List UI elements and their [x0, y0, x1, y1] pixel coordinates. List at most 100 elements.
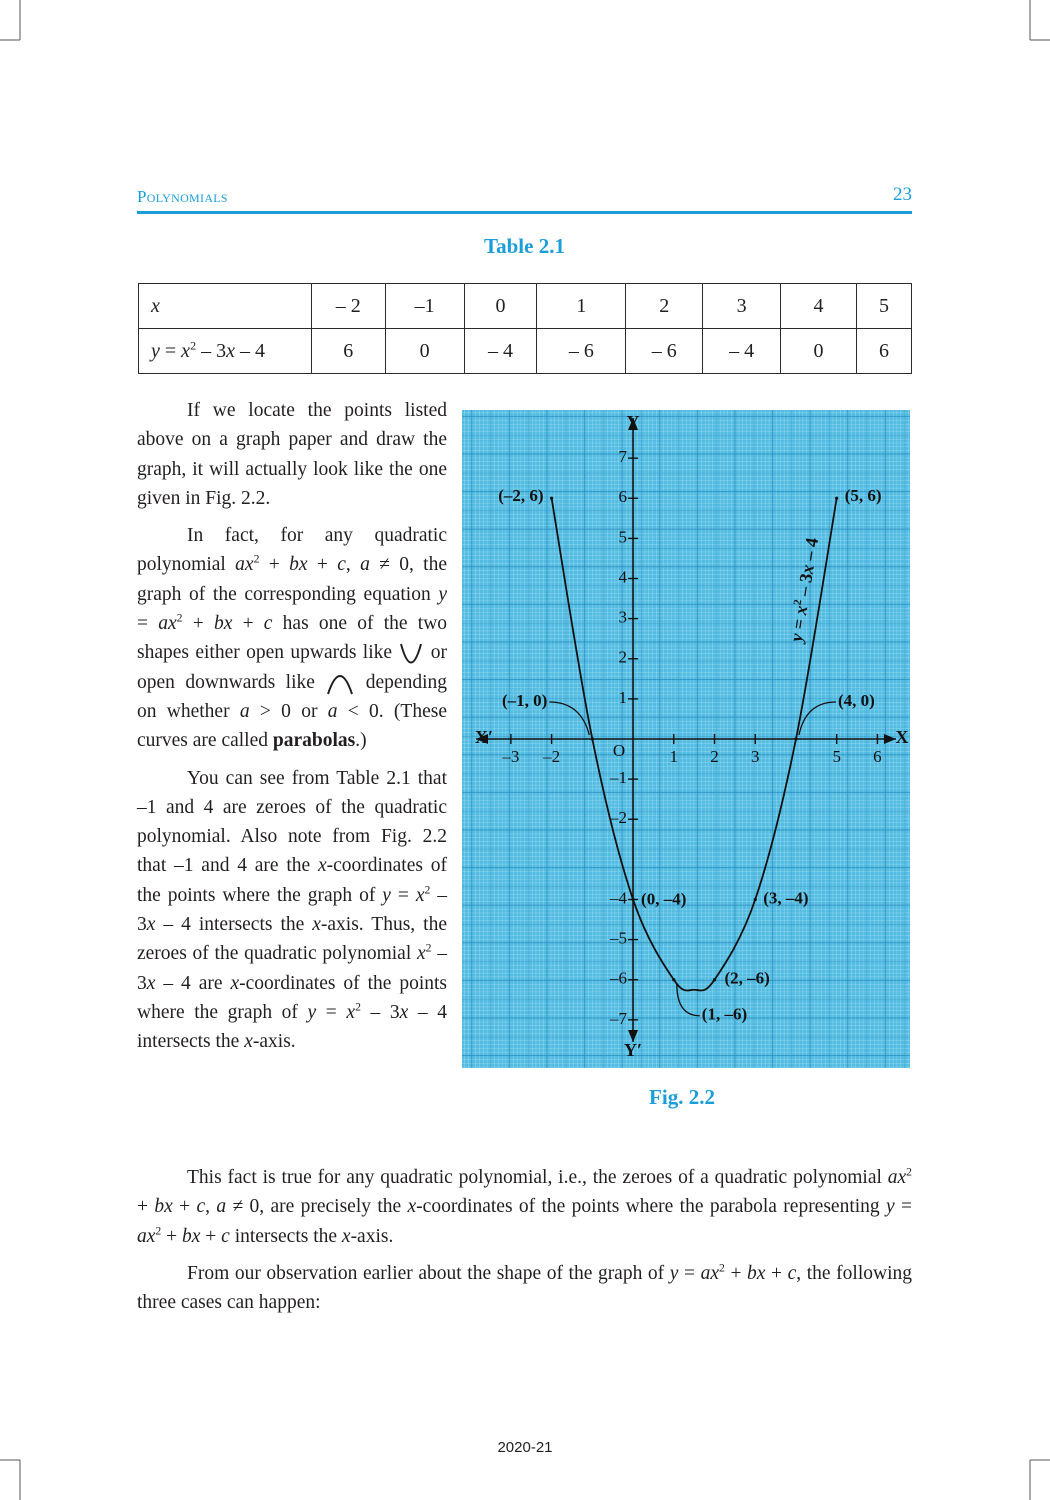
y-tick-label: 4 [619, 567, 628, 586]
text: + [172, 1196, 197, 1218]
point-label: (4, 0) [838, 691, 875, 710]
text: ≠ 0, the graph of the corresponding equa… [137, 554, 448, 605]
paragraph: If we locate the points listed above on … [137, 396, 447, 513]
math-var: y [669, 1262, 679, 1284]
curve-label: y = x2 – 3x – 4 [785, 536, 822, 645]
text: < 0. (These curves are called [137, 700, 447, 752]
table-cell: 6 [856, 328, 912, 374]
text: From our observation earlier about the s… [187, 1262, 670, 1284]
math-var: y [151, 339, 160, 362]
table-row: x – 2 –1 0 1 2 3 4 5 [138, 283, 912, 329]
curve-label-part: x [790, 604, 811, 617]
math-var: c [221, 1225, 230, 1247]
point [631, 897, 635, 902]
upward-parabola-icon [400, 643, 423, 664]
text: .) [355, 730, 367, 752]
math-var: c [787, 1262, 797, 1284]
table-title: Table 2.1 [484, 234, 565, 258]
point [590, 737, 594, 741]
text: = [316, 1001, 347, 1023]
table-cell: 0 [463, 283, 538, 329]
text: > 0 or [249, 700, 328, 722]
math-var: ax [235, 554, 254, 576]
math-var: x [415, 884, 425, 906]
table-cell: 1 [536, 283, 627, 329]
figure-content: X X′ Y Y′ O –3 –2 1 2 3 5 6 7 6 5 4 3 2 1 –1 –2 –4 –5 –6 –7 y = x… [475, 412, 909, 1060]
table-cell: 0 [780, 328, 857, 374]
point [712, 978, 717, 982]
table-cell: – 2 [310, 283, 386, 329]
table-cell: 4 [780, 283, 857, 329]
running-header: Polynomials [137, 187, 228, 206]
point-label: (–2, 6) [498, 486, 543, 505]
x-tick-label: 1 [670, 747, 679, 766]
superscript: 2 [253, 552, 260, 566]
curve-label-part: – 3 [793, 572, 817, 602]
superscript: 2 [906, 1165, 912, 1179]
math-var: x [317, 855, 327, 877]
text: intersects the [229, 1225, 342, 1247]
table-cell: x [138, 283, 312, 329]
text: = [137, 613, 159, 635]
y-tick-label: –5 [609, 929, 627, 948]
math-var: a [239, 700, 250, 722]
point-label: (2, –6) [725, 969, 770, 988]
paragraph: From our observation earlier about the s… [137, 1259, 912, 1318]
text: -coordinates of the points where the gra… [137, 855, 447, 906]
text-block: This fact is true for any quadratic poly… [137, 1163, 912, 1325]
math-var: x [407, 1196, 417, 1218]
superscript: 2 [190, 337, 197, 352]
x-tick-label: –3 [501, 747, 519, 766]
point [835, 496, 839, 500]
text: + [200, 1225, 222, 1247]
paragraph: You can see from Table 2.1 that –1 and 4… [137, 764, 447, 1057]
y-tick-label: 1 [619, 688, 628, 707]
text: -axis. Thus, the zeroes of the quadratic… [137, 914, 447, 965]
y-tick-label: –7 [609, 1009, 628, 1028]
y-tick-label: –6 [609, 969, 627, 988]
math-var: x [341, 1225, 351, 1247]
math-var: x [312, 914, 321, 936]
math-var: x [417, 943, 426, 965]
y-axis-label: Y [627, 412, 640, 432]
table-cell: – 6 [625, 328, 704, 374]
superscript: 2 [425, 941, 432, 955]
math-var: bx [182, 1225, 201, 1247]
text: = [894, 1196, 913, 1218]
math-var: bx [747, 1262, 766, 1284]
x-tick-label: 3 [751, 747, 760, 766]
math-var: x [146, 972, 156, 994]
text: – 3 [360, 1001, 400, 1023]
y-axis-label-negative: Y′ [624, 1040, 642, 1060]
math-var: ax [158, 613, 177, 635]
math-var: x [346, 1001, 356, 1023]
text: + [307, 554, 338, 576]
origin-label: O [613, 741, 625, 760]
superscript: 2 [719, 1261, 725, 1275]
text: – 4 intersects the [137, 1001, 448, 1053]
text: If we locate the points listed above on … [137, 400, 447, 509]
pointer-arrow [798, 701, 836, 736]
curve-label-part: – 4 [798, 536, 822, 566]
x-tick-label: –2 [542, 747, 560, 766]
footer: 2020-21 [497, 1439, 553, 1456]
math-var: ax [887, 1167, 907, 1188]
math-var: x [146, 914, 156, 936]
header-rule [137, 211, 912, 214]
table-cell: y = x2 – 3x – 4 [138, 328, 312, 374]
math-var: ax [137, 1225, 156, 1247]
math-var: y [307, 1001, 317, 1023]
text: -axis. [350, 1225, 394, 1247]
math-var: x [399, 1001, 409, 1023]
text: – 3 [137, 884, 448, 936]
x-tick-label: 2 [710, 747, 719, 766]
text: + [765, 1262, 788, 1284]
figure-caption: Fig. 2.2 [649, 1085, 715, 1109]
text: – 3 [196, 339, 227, 362]
y-tick-label: 6 [619, 487, 628, 506]
x-axis-label-negative: X′ [475, 727, 493, 747]
page-number: 23 [893, 184, 912, 205]
point [550, 496, 554, 500]
point [672, 978, 676, 982]
